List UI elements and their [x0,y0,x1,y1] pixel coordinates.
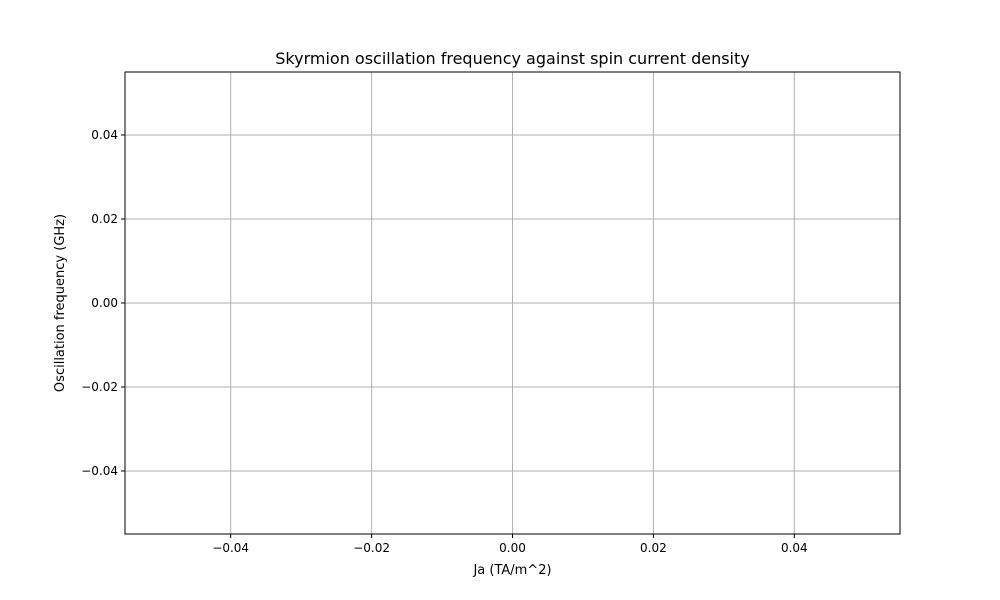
chart-title: Skyrmion oscillation frequency against s… [275,49,749,68]
grid [125,72,900,534]
x-axis-label: Ja (TA/m^2) [472,563,551,578]
x-tick-label: 0.02 [640,541,667,555]
x-tick-label: 0.04 [781,541,808,555]
x-tick-label: −0.04 [212,541,249,555]
y-tick-label: −0.02 [81,380,118,394]
x-tick-label: −0.02 [353,541,390,555]
y-tick-label: 0.00 [91,296,118,310]
y-axis-ticks: −0.04 −0.02 0.00 0.02 0.04 [81,128,125,478]
x-tick-label: 0.00 [499,541,526,555]
y-axis-label: Oscillation frequency (GHz) [53,214,68,392]
x-axis-ticks: −0.04 −0.02 0.00 0.02 0.04 [212,534,808,555]
y-tick-label: −0.04 [81,464,118,478]
y-tick-label: 0.02 [91,212,118,226]
y-tick-label: 0.04 [91,128,118,142]
